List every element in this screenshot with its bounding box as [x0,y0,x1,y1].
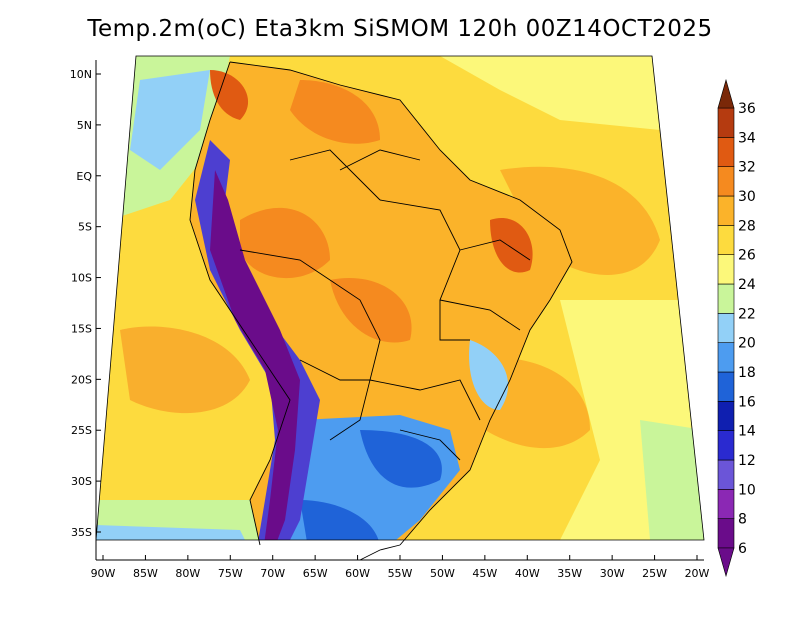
venezuela-border [339,149,421,171]
south-atlantic-cool-area [640,420,704,540]
amazon-hot-area [240,207,330,279]
pampas-cold-area [300,500,380,540]
lat-tick-label: 5S [78,221,92,234]
colorbar-segment [717,430,735,461]
latitude-axis: 10N 5N EQ 5S 10S 15S 20S 25S 30S 35S [70,68,101,539]
andes-coldest-ridge [210,170,300,540]
lon-tick-label: 80W [175,567,200,580]
colorbar-segment [717,371,735,402]
political-boundaries [189,61,573,561]
lat-tick-label: 30S [71,475,92,488]
northern-border [289,149,381,201]
colorbar-segment [717,107,735,138]
colorbar-label: 26 [738,248,756,264]
paraguay-border [369,379,481,421]
lon-tick-label: 65W [303,567,328,580]
map-title: Temp.2m(oC) Eta3km SiSMOM 120h 00Z14OCT2… [87,16,713,42]
colorbar-label: 10 [738,482,756,498]
lat-tick-label: 10N [70,68,92,81]
colorbar-label: 12 [738,453,756,469]
colorbar-label: 8 [738,512,747,528]
colorbar-segment [717,313,735,343]
brazil-state-border-2 [459,239,531,261]
colorbar-segment [717,459,735,490]
colorbar-label: 32 [738,160,756,176]
central-hot-area [330,278,412,343]
southeast-cool-area [469,340,509,410]
colorbar-label: 30 [738,189,756,205]
brazil-state-border-3 [439,299,521,331]
lon-tick-label: 30W [600,567,625,580]
colorbar-segment [717,254,735,285]
lon-tick-label: 45W [472,567,497,580]
colorbar-segment [717,401,735,431]
river-plate-coastline [359,544,401,561]
colorbar-label: 22 [738,306,756,322]
brazil-state-border-4 [399,429,461,461]
colorbar-segment [717,137,735,167]
colombia-hot-area [210,70,249,120]
lon-tick-label: 75W [218,567,243,580]
northeast-hot-area [490,218,533,273]
lat-tick-label: EQ [76,170,92,183]
colorbar-segment [717,166,735,197]
lon-tick-label: 20W [685,567,710,580]
lon-tick-label: 90W [91,567,116,580]
lat-tick-label: 5N [77,119,92,132]
lon-tick-label: 50W [430,567,455,580]
western-border [239,249,381,381]
guiana-hot-area [290,80,380,144]
pacific-equatorial-cool-area [130,70,210,170]
pacific-coastline [189,61,291,546]
colorbar-label: 6 [738,541,747,557]
lon-tick-label: 55W [388,567,413,580]
colorbar-label: 18 [738,365,756,381]
colorbar-label: 14 [738,424,756,440]
lat-tick-label: 15S [71,322,92,335]
colorbar-label: 34 [738,130,756,146]
lat-tick-label: 25S [71,424,92,437]
colorbar-segment [717,489,735,519]
colorbar-segment [717,518,735,549]
lon-tick-label: 35W [557,567,582,580]
lon-tick-label: 70W [260,567,285,580]
colorbar-label: 20 [738,336,756,352]
lon-tick-label: 40W [515,567,540,580]
bolivia-border [299,359,371,441]
lat-tick-label: 35S [71,526,92,539]
lat-tick-label: 10S [71,272,92,285]
colorbar-label: 24 [738,277,756,293]
colorbar-segment [717,342,735,373]
lon-tick-label: 60W [345,567,370,580]
temperature-field [96,56,704,540]
map-domain-border [95,55,705,541]
south-brazil-cold-area [360,430,442,488]
pacific-warm-patch [120,326,250,414]
colorbar-segment [717,195,735,226]
colorbar-min-arrow [717,547,735,578]
longitude-axis: 90W 85W 80W 75W 70W 65W 60W 55W 50W 45W 40W 35W 30W 2… [91,555,710,580]
colorbar-max-arrow [717,78,735,109]
colorbar-segment [717,225,735,255]
colorbar: 6 8 10 12 14 16 18 20 22 24 26 28 30 32 34 36 [717,78,756,578]
colorbar-label: 36 [738,101,756,117]
colorbar-label: 16 [738,394,756,410]
brazil-state-border-1 [379,199,470,341]
colorbar-label: 28 [738,218,756,234]
atlantic-coastline [229,61,573,546]
lon-tick-label: 25W [642,567,667,580]
lon-tick-label: 85W [133,567,158,580]
north-atlantic-mild-area [440,56,660,130]
pacific-far-south-cool-area [96,525,245,540]
lat-tick-label: 20S [71,373,92,386]
colorbar-segment [717,283,735,314]
